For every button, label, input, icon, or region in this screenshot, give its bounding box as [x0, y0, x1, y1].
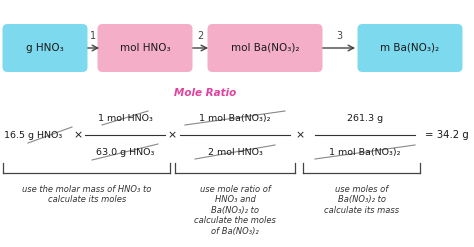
Text: Mole Ratio: Mole Ratio	[174, 88, 236, 98]
Text: ×: ×	[295, 130, 305, 140]
Text: g HNO₃: g HNO₃	[26, 43, 64, 53]
Text: use mole ratio of
HNO₃ and
Ba(NO₃)₂ to
calculate the moles
of Ba(NO₃)₂: use mole ratio of HNO₃ and Ba(NO₃)₂ to c…	[194, 185, 276, 236]
Text: mol Ba(NO₃)₂: mol Ba(NO₃)₂	[231, 43, 299, 53]
FancyBboxPatch shape	[208, 24, 322, 72]
Text: 1 mol Ba(NO₃)₂: 1 mol Ba(NO₃)₂	[329, 147, 401, 157]
Text: 63.0 g HNO₃: 63.0 g HNO₃	[96, 147, 154, 157]
Text: 2: 2	[197, 31, 204, 41]
Text: 1 mol Ba(NO₃)₂: 1 mol Ba(NO₃)₂	[199, 114, 271, 123]
Text: use the molar mass of HNO₃ to
calculate its moles: use the molar mass of HNO₃ to calculate …	[22, 185, 152, 205]
Text: 1 mol HNO₃: 1 mol HNO₃	[98, 114, 153, 123]
Text: 1: 1	[91, 31, 97, 41]
FancyBboxPatch shape	[98, 24, 192, 72]
Text: 2 mol HNO₃: 2 mol HNO₃	[208, 147, 263, 157]
Text: ×: ×	[167, 130, 176, 140]
Text: ×: ×	[73, 130, 82, 140]
Text: 16.5 g HNO₃: 16.5 g HNO₃	[4, 130, 62, 140]
Text: m Ba(NO₃)₂: m Ba(NO₃)₂	[381, 43, 439, 53]
FancyBboxPatch shape	[357, 24, 463, 72]
Text: 261.3 g: 261.3 g	[347, 114, 383, 123]
Text: = 34.2 g: = 34.2 g	[425, 130, 469, 140]
Text: mol HNO₃: mol HNO₃	[120, 43, 170, 53]
Text: use moles of
Ba(NO₃)₂ to
calculate its mass: use moles of Ba(NO₃)₂ to calculate its m…	[324, 185, 400, 215]
Text: 3: 3	[336, 31, 342, 41]
FancyBboxPatch shape	[2, 24, 88, 72]
